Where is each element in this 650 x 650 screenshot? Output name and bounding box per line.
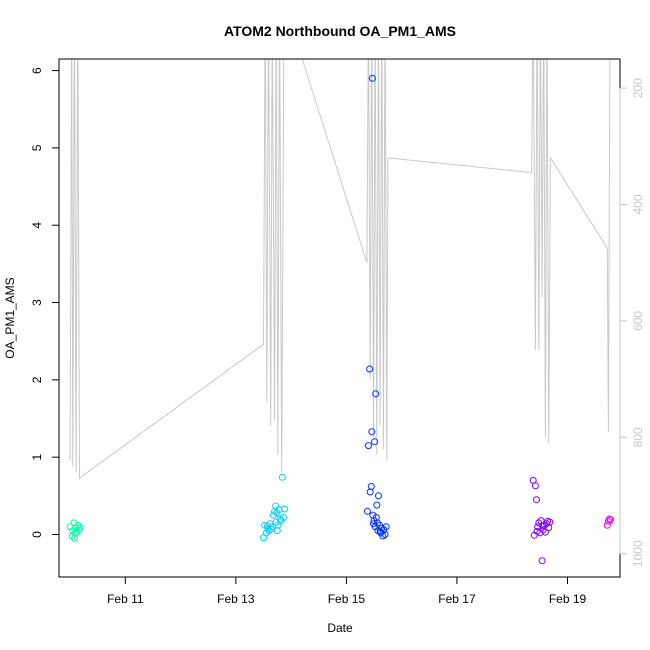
data-point	[281, 505, 288, 513]
y-tick-label: 4	[30, 222, 44, 229]
data-point	[71, 529, 79, 537]
data-point	[370, 520, 377, 528]
data-point	[534, 523, 542, 531]
x-tick-label: Feb 17	[438, 592, 476, 606]
data-point	[375, 492, 382, 500]
data-point	[538, 557, 546, 565]
y-axis: 0 1 2 3 4 5 6	[30, 67, 60, 538]
data-point	[365, 442, 372, 450]
data-point	[371, 438, 379, 446]
data-point	[531, 482, 539, 490]
y-tick-label: 0	[30, 531, 44, 538]
x-tick-label: Feb 11	[107, 592, 144, 606]
data-point	[366, 365, 374, 373]
x-tick-label: Feb 15	[328, 592, 366, 606]
data-point	[381, 531, 389, 538]
data-point	[278, 473, 286, 481]
data-point	[71, 534, 78, 542]
y-tick-label: 2	[30, 376, 44, 383]
y-tick-label: 1	[30, 454, 44, 461]
data-point	[541, 528, 549, 536]
y2-tick-label: 600	[631, 311, 645, 331]
x-tick-label: Feb 13	[217, 592, 255, 606]
data-point	[606, 515, 613, 523]
chart-title: ATOM2 Northbound OA_PM1_AMS	[224, 23, 456, 39]
data-point	[74, 521, 82, 529]
data-point	[368, 74, 376, 82]
data-point	[263, 522, 271, 530]
y2-tick-label: 200	[631, 78, 645, 98]
y-axis-label: OA_PM1_AMS	[3, 277, 17, 358]
x-axis-label: Date	[327, 621, 353, 635]
y2-tick-label: 400	[631, 194, 645, 214]
y2-axis: 200 400 600 800 1000	[619, 78, 645, 567]
data-point	[603, 521, 611, 529]
data-point	[607, 516, 615, 524]
data-point	[69, 527, 77, 535]
data-point	[76, 524, 84, 531]
data-point	[539, 522, 547, 530]
data-point	[546, 518, 554, 526]
y2-tick-label: 1000	[631, 540, 645, 567]
data-point	[533, 496, 540, 504]
data-point	[373, 519, 381, 527]
y-tick-label: 5	[30, 144, 44, 151]
data-point	[533, 527, 541, 535]
data-point	[273, 527, 281, 535]
data-point	[368, 428, 376, 436]
data-point	[279, 514, 287, 521]
y-tick-label: 3	[30, 299, 44, 306]
data-point	[367, 483, 375, 490]
data-point	[366, 488, 374, 496]
oa-series	[66, 74, 615, 565]
data-point	[376, 527, 384, 535]
data-point	[373, 501, 381, 509]
data-point	[363, 507, 371, 515]
data-point	[276, 515, 284, 523]
altitude-series	[69, 59, 611, 480]
data-point	[382, 523, 390, 531]
y-tick-label: 6	[30, 67, 44, 74]
x-axis: Feb 11 Feb 13 Feb 15 Feb 17 Feb 19	[107, 576, 587, 606]
y2-tick-label: 800	[631, 427, 645, 447]
x-tick-label: Feb 19	[549, 592, 587, 606]
altitude-line	[69, 59, 611, 480]
data-point	[372, 390, 380, 398]
data-point	[274, 521, 282, 529]
